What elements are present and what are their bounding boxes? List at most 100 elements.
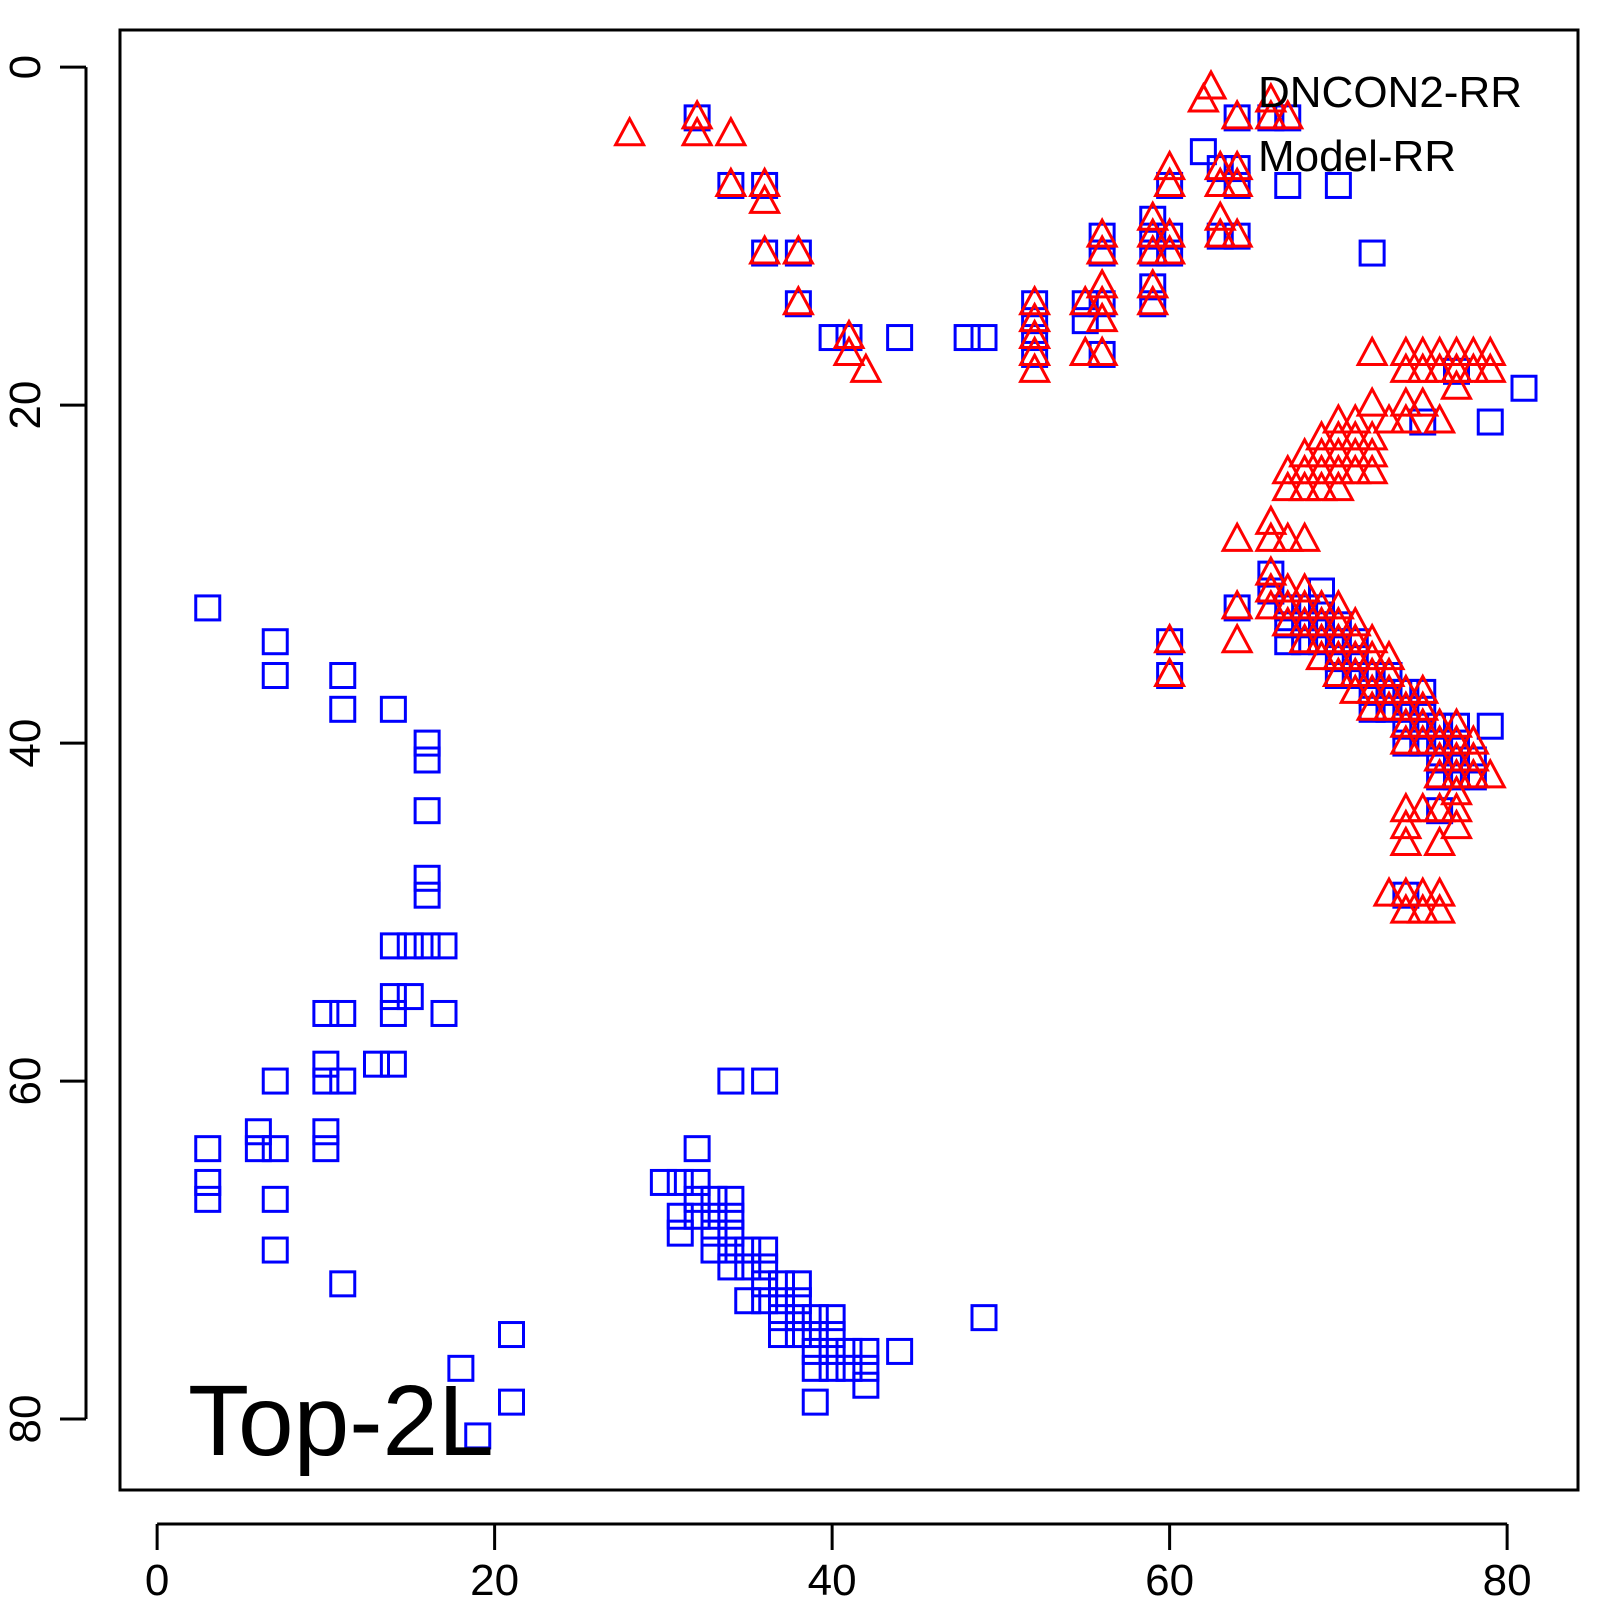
point-model-rr: [852, 1371, 880, 1399]
point-model-rr: [717, 1202, 745, 1230]
point-model-rr: [1274, 611, 1302, 639]
point-model-rr: [1358, 678, 1386, 706]
point-model-rr: [430, 999, 458, 1027]
point-model-rr: [1341, 662, 1369, 690]
point-model-rr: [784, 290, 812, 318]
point-dncon2-rr: [1423, 825, 1457, 856]
point-dncon2-rr: [1389, 791, 1423, 823]
point-model-rr: [244, 1118, 272, 1146]
point-dncon2-rr: [1423, 352, 1457, 383]
point-model-rr: [700, 1236, 728, 1264]
point-model-rr: [1223, 155, 1251, 183]
point-dncon2-rr: [1136, 233, 1170, 265]
point-model-rr: [683, 1168, 711, 1196]
point-model-rr: [1308, 611, 1335, 639]
point-model-rr: [1274, 594, 1302, 622]
point-model-rr: [717, 171, 745, 199]
point-model-rr: [1223, 594, 1251, 622]
point-dncon2-rr: [1304, 605, 1339, 637]
x-tick-label: 20: [470, 1556, 519, 1600]
point-dncon2-rr: [1304, 470, 1339, 502]
point-model-rr: [1308, 577, 1335, 605]
point-dncon2-rr: [1423, 757, 1457, 789]
point-dncon2-rr: [1271, 470, 1305, 502]
point-model-rr: [363, 1050, 390, 1078]
point-model-rr: [818, 1304, 846, 1332]
x-tick-label: 60: [1145, 1556, 1194, 1600]
point-dncon2-rr: [1423, 707, 1457, 738]
point-model-rr: [1139, 290, 1167, 318]
point-dncon2-rr: [1153, 622, 1187, 654]
point-dncon2-rr: [1355, 453, 1389, 485]
point-model-rr: [1021, 324, 1049, 352]
point-model-rr: [683, 104, 711, 132]
point-dncon2-rr: [1068, 335, 1102, 366]
plot-frame: [118, 28, 1580, 1492]
point-model-rr: [886, 1337, 914, 1365]
point-model-rr: [1443, 712, 1470, 740]
point-dncon2-rr: [1355, 639, 1389, 671]
point-model-rr: [1274, 104, 1302, 132]
point-model-rr: [801, 1321, 829, 1349]
point-model-rr: [1443, 357, 1470, 385]
point-dncon2-rr: [1423, 723, 1457, 755]
point-dncon2-rr: [1456, 352, 1490, 383]
point-model-rr: [261, 1135, 289, 1163]
point-dncon2-rr: [1203, 216, 1237, 248]
point-model-rr: [768, 1270, 795, 1298]
point-model-rr: [666, 1202, 694, 1230]
point-dncon2-rr: [1321, 588, 1355, 620]
point-dncon2-rr: [1406, 690, 1440, 721]
point-model-rr: [464, 1422, 492, 1450]
point-model-rr: [1206, 222, 1234, 250]
point-dncon2-rr: [1153, 216, 1187, 248]
point-dncon2-rr: [1288, 521, 1322, 552]
point-model-rr: [1156, 222, 1184, 250]
point-dncon2-rr: [1372, 690, 1406, 721]
point-model-rr: [1324, 171, 1352, 199]
point-dncon2-rr: [1271, 453, 1305, 485]
point-dncon2-rr: [1304, 622, 1339, 654]
point-dncon2-rr: [1372, 639, 1406, 671]
point-dncon2-rr: [1389, 673, 1423, 704]
point-model-rr: [700, 1202, 728, 1230]
x-axis: 0 20 40 60 80: [145, 1522, 1532, 1600]
point-dncon2-rr: [1085, 335, 1119, 366]
point-model-rr: [1392, 881, 1420, 909]
point-model-rr: [1341, 645, 1369, 673]
point-model-rr: [261, 628, 289, 656]
point-model-rr: [379, 999, 407, 1027]
point-dncon2-rr: [1288, 605, 1322, 637]
point-dncon2-rr: [1355, 690, 1389, 721]
point-dncon2-rr: [1220, 216, 1254, 248]
point-model-rr: [379, 983, 407, 1011]
point-dncon2-rr: [1321, 436, 1355, 468]
point-model-rr: [734, 1253, 762, 1281]
point-dncon2-rr: [1372, 876, 1406, 907]
point-dncon2-rr: [1406, 723, 1440, 755]
point-dncon2-rr: [1254, 504, 1288, 535]
point-model-rr: [1257, 104, 1285, 132]
point-dncon2-rr: [1439, 335, 1474, 366]
point-model-rr: [379, 932, 407, 960]
point-model-rr: [1156, 662, 1184, 690]
point-model-rr: [1409, 729, 1437, 757]
point-model-rr: [447, 1354, 475, 1382]
point-model-rr: [413, 881, 441, 909]
point-dncon2-rr: [1254, 588, 1288, 620]
point-model-rr: [801, 1354, 829, 1382]
point-model-rr: [1510, 374, 1538, 402]
point-model-rr: [430, 932, 458, 960]
point-dncon2-rr: [781, 284, 815, 316]
point-dncon2-rr: [613, 115, 647, 147]
point-model-rr: [1426, 712, 1454, 740]
point-model-rr: [1139, 205, 1167, 233]
point-model-rr: [194, 594, 222, 622]
point-model-rr: [1392, 729, 1420, 757]
point-dncon2-rr: [1220, 588, 1254, 620]
point-model-rr: [1358, 662, 1386, 690]
legend: DNCON2-RR Model-RR: [1194, 68, 1522, 181]
point-model-rr: [1308, 628, 1335, 656]
point-dncon2-rr: [1338, 639, 1372, 671]
point-dncon2-rr: [748, 233, 782, 265]
